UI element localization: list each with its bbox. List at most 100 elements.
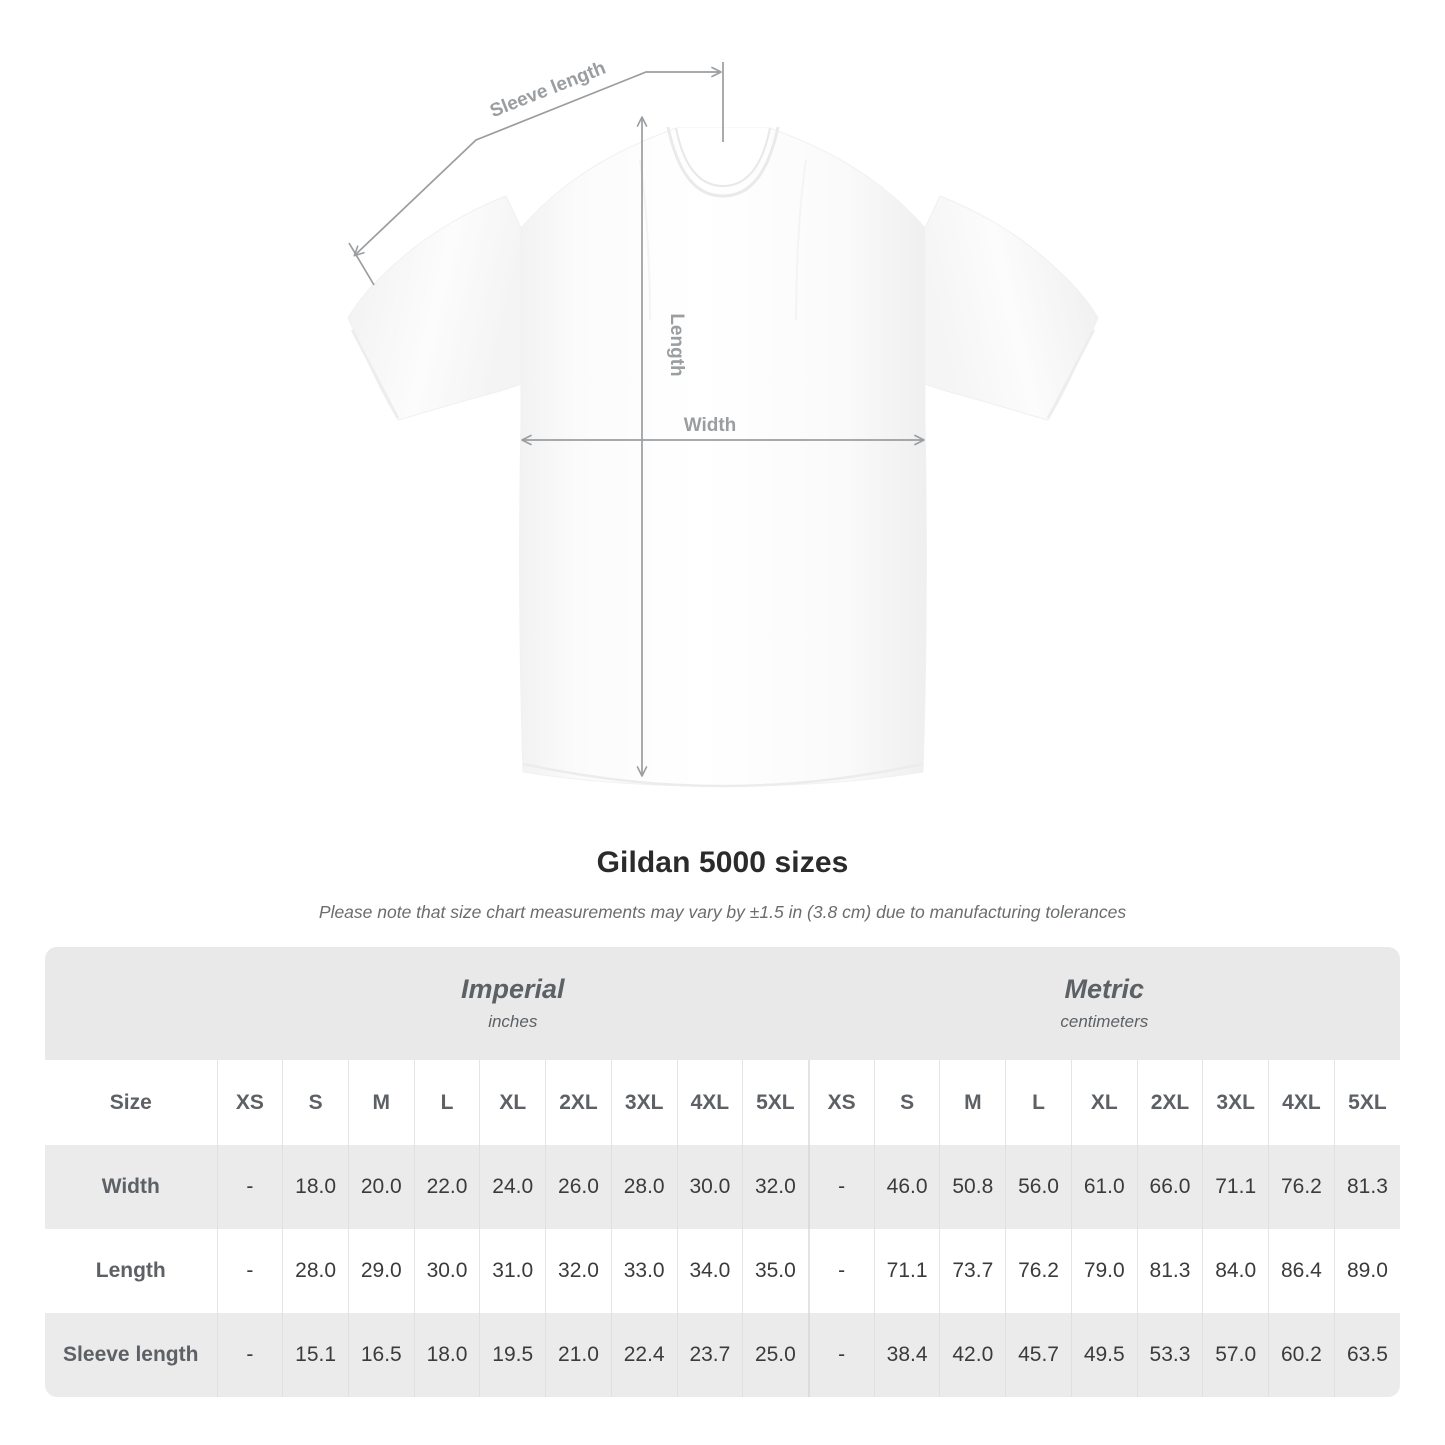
cell-value: 79.0 <box>1070 1229 1138 1313</box>
row-label-length: Length <box>45 1229 217 1313</box>
cell-value: 76.2 <box>1005 1229 1072 1313</box>
cell-value: 35.0 <box>742 1229 809 1313</box>
length-label: Length <box>666 313 687 376</box>
table-row: Sleeve length -15.1 16.5 18.0 19.5 21.0 22.4 23… <box>45 1313 1401 1397</box>
row-label-sleeve-length: Sleeve length <box>45 1313 217 1397</box>
table-row: Width -18.0 20.0 22.0 24.0 26.0 28.0 30.0 32.0-4… <box>45 1145 1401 1229</box>
cell-value: 30.0 <box>676 1145 743 1229</box>
cell-value: 42.0 <box>939 1313 1006 1397</box>
width-label: Width <box>684 415 737 436</box>
tshirt-measurement-diagram: Sleeve length Length Width <box>347 58 1099 788</box>
cell-value: - <box>807 1145 875 1229</box>
cell-value: 32.0 <box>742 1145 809 1229</box>
size-header-row: Size XS S M L XL 2XL 3XL 4XL 5XL XS S M L XL 2XL 3XL 4XL 5… <box>45 1060 1401 1145</box>
cell-value: 66.0 <box>1136 1145 1203 1229</box>
cell-value: 34.0 <box>676 1229 743 1313</box>
cell-value: 32.0 <box>545 1229 612 1313</box>
size-column-header-xl-metric: XL <box>1070 1060 1138 1145</box>
unit-subtitle: centimeters <box>1060 1011 1149 1031</box>
unit-subtitle: inches <box>488 1011 538 1031</box>
size-column-header-3xl-metric: 3XL <box>1202 1060 1269 1145</box>
cell-value: 73.7 <box>939 1229 1006 1313</box>
cell-value: 56.0 <box>1005 1145 1072 1229</box>
cell-value: 28.0 <box>610 1145 678 1229</box>
cell-value: 49.5 <box>1070 1313 1138 1397</box>
cell-value: 18.0 <box>282 1145 349 1229</box>
size-column-header-4xl-imperial: 4XL <box>676 1060 743 1145</box>
size-column-header-2xl-metric: 2XL <box>1136 1060 1203 1145</box>
size-column-header-5xl-metric: 5XL <box>1333 1060 1401 1145</box>
size-column-header-3xl-imperial: 3XL <box>610 1060 678 1145</box>
unit-banner-spacer <box>45 947 217 1060</box>
cell-value: 25.0 <box>742 1313 809 1397</box>
cell-value: 46.0 <box>873 1145 940 1229</box>
cell-value: 28.0 <box>282 1229 349 1313</box>
cell-value: 50.8 <box>939 1145 1006 1229</box>
size-column-header-s-metric: S <box>873 1060 940 1145</box>
cell-value: 60.2 <box>1268 1313 1335 1397</box>
cell-value: 29.0 <box>347 1229 415 1313</box>
sleeve-length-arrow <box>353 66 722 257</box>
cell-value: 84.0 <box>1202 1229 1269 1313</box>
cell-value: 57.0 <box>1202 1313 1269 1397</box>
cell-value: 71.1 <box>1202 1145 1269 1229</box>
cell-value: 26.0 <box>545 1145 612 1229</box>
unit-banner-imperial: Imperial inches <box>217 947 809 1060</box>
size-column-header-l-metric: L <box>1005 1060 1072 1145</box>
cell-value: 45.7 <box>1005 1313 1072 1397</box>
cell-value: 31.0 <box>479 1229 546 1313</box>
size-column-header-4xl-metric: 4XL <box>1268 1060 1335 1145</box>
tolerance-note: Please note that size chart measurements… <box>318 902 1127 922</box>
cell-value: 33.0 <box>610 1229 678 1313</box>
sleeve-end-tick <box>348 242 375 286</box>
size-column-header-l-imperial: L <box>413 1060 480 1145</box>
cell-value: 16.5 <box>347 1313 415 1397</box>
cell-value: 30.0 <box>413 1229 480 1313</box>
cell-value: 24.0 <box>479 1145 546 1229</box>
page-title: Gildan 5000 sizes <box>596 846 849 879</box>
size-chart-table-container: Imperial inches Metric centimeters Size XS S M L… <box>45 947 1401 1397</box>
cell-value: - <box>216 1145 283 1229</box>
size-column-header-m-metric: M <box>939 1060 1006 1145</box>
cell-value: 22.0 <box>413 1145 480 1229</box>
size-column-header-5xl-imperial: 5XL <box>742 1060 809 1145</box>
row-label-width: Width <box>45 1145 217 1229</box>
cell-value: 20.0 <box>347 1145 415 1229</box>
cell-value: - <box>807 1313 875 1397</box>
unit-banner-row: Imperial inches Metric centimeters <box>45 947 1401 1060</box>
cell-value: 53.3 <box>1136 1313 1203 1397</box>
cell-value: 86.4 <box>1268 1229 1335 1313</box>
size-column-header-xl-imperial: XL <box>479 1060 546 1145</box>
cell-value: 19.5 <box>479 1313 546 1397</box>
size-column-header-2xl-imperial: 2XL <box>545 1060 612 1145</box>
cell-value: 23.7 <box>676 1313 743 1397</box>
cell-value: 18.0 <box>413 1313 480 1397</box>
cell-value: 81.3 <box>1136 1229 1203 1313</box>
table-row: Length -28.0 29.0 30.0 31.0 32.0 33.0 34.0 35.0-… <box>45 1229 1401 1313</box>
size-column-header-xs-imperial: XS <box>216 1060 283 1145</box>
cell-value: 63.5 <box>1333 1313 1401 1397</box>
cell-value: 21.0 <box>545 1313 612 1397</box>
cell-value: 61.0 <box>1070 1145 1138 1229</box>
cell-value: 38.4 <box>873 1313 940 1397</box>
shirt-silhouette <box>347 126 1099 788</box>
size-header-label: Size <box>45 1060 217 1145</box>
unit-banner-metric: Metric centimeters <box>808 947 1401 1060</box>
tshirt-illustration: Sleeve length Length Width <box>347 58 1099 788</box>
cell-value: 81.3 <box>1333 1145 1401 1229</box>
measurement-annotations <box>348 62 925 777</box>
size-column-header-xs-metric: XS <box>807 1060 875 1145</box>
cell-value: 76.2 <box>1268 1145 1335 1229</box>
cell-value: 71.1 <box>873 1229 940 1313</box>
size-column-header-s-imperial: S <box>282 1060 349 1145</box>
sleeve-length-label: Sleeve length <box>487 58 609 122</box>
cell-value: - <box>216 1229 283 1313</box>
size-column-header-m-imperial: M <box>347 1060 415 1145</box>
chart-heading: Gildan 5000 sizes Please note that size … <box>0 845 1445 923</box>
cell-value: 22.4 <box>610 1313 678 1397</box>
cell-value: - <box>807 1229 875 1313</box>
unit-name: Imperial <box>460 973 565 1004</box>
size-chart-table: Imperial inches Metric centimeters Size XS S M L… <box>45 947 1401 1397</box>
cell-value: 89.0 <box>1333 1229 1401 1313</box>
cell-value: - <box>216 1313 283 1397</box>
